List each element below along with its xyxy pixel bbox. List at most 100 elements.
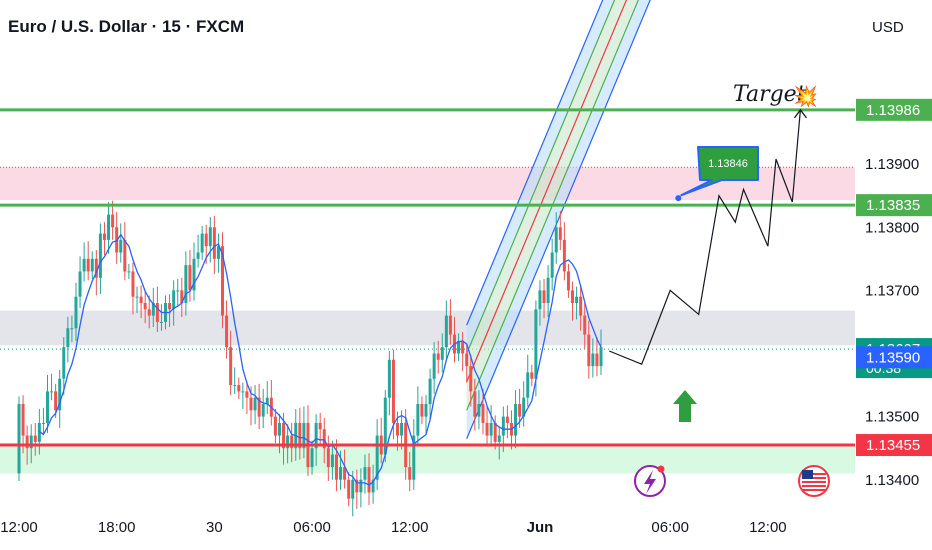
moving-average-layer [39,233,602,486]
projection-path [608,109,801,365]
candle-body [579,296,583,316]
candle-body [339,467,343,480]
candle-body [172,290,176,310]
candle-body [318,422,322,430]
candle-body [359,479,363,493]
target-label: Target [733,82,806,107]
time-axis[interactable]: 12:00 18:00 30 06:00 12:00 Jun 06:00 12:00 [0,519,786,536]
candle-body [436,353,440,360]
candle-body [98,233,102,278]
candle-body [298,422,302,449]
green-up-arrow [673,390,697,422]
candle-body [400,422,404,436]
candle-body [497,435,501,442]
candle-body [102,233,106,240]
candle-body [58,378,62,411]
candle-body [310,448,314,468]
candle-body [530,372,534,379]
candle-body [90,258,94,272]
candle-body [282,422,286,449]
candle-body [216,246,220,259]
candle-body [367,467,371,493]
candle-body [558,227,562,240]
time-tick-label: 18:00 [98,519,136,536]
candle-body [123,239,127,272]
candle-body [253,397,257,411]
candle-body [416,404,420,436]
levels-layer [0,108,855,447]
candle-body [440,347,444,360]
blue-price-tag-text: 1.13590 [866,349,920,366]
time-tick-label: 12:00 [391,519,429,536]
candle-body [518,404,522,417]
candle-body [420,404,424,417]
callout-box [680,146,759,197]
us-flag-stripe [802,477,826,479]
candle-body [501,416,505,436]
currency-label[interactable]: USD [872,19,904,36]
candle-body [351,479,355,499]
candle-body [208,227,212,247]
time-tick-label: 12:00 [0,519,38,536]
candle-body [257,397,261,417]
candle-body [562,239,566,272]
candle-body [180,290,184,303]
price-tick-label: 1.13900 [865,156,919,173]
candle-body [50,391,54,393]
candle-body [314,422,318,449]
candle-body [225,315,229,348]
level-price-tag-1-text: 1.13986 [866,102,920,119]
zone-mid [0,310,855,346]
candle-body [82,258,86,272]
candle-body [245,391,249,398]
projection-arrowhead [793,108,807,119]
candle-body [119,239,123,253]
candle-body [204,233,208,247]
price-tick-label: 1.13500 [865,409,919,426]
candle-body [599,347,603,367]
candle-body [241,391,245,393]
candle-body [233,385,237,387]
callout-anchor-dot [675,195,682,202]
candle-body [25,435,29,449]
candle-body [265,397,269,404]
candle-body [184,265,188,303]
chart-title: Euro / U.S. Dollar · 15 · FXCM [8,17,245,36]
candle-body [566,271,570,291]
candle-body [347,479,351,499]
us-flag-icon [798,465,830,497]
candle-body [196,252,200,259]
candle-body [261,404,265,417]
time-tick-label: 06:00 [651,519,689,536]
candle-body [424,404,428,417]
candle-body [212,227,216,259]
candle-body [432,353,436,379]
candle-body [249,397,253,411]
time-tick-label: 12:00 [749,519,787,536]
us-flag-stripe [802,489,826,491]
candle-body [131,271,135,297]
channel-bottom-line [466,0,651,439]
candle-body [571,290,575,303]
annotations-layer: 1.13846 Target💥 [634,82,830,497]
candle-body [70,328,74,330]
candle-body [155,303,159,322]
us-flag-canton [802,470,813,479]
candle-body [17,404,21,474]
candle-body [41,422,45,424]
candle-body [200,233,204,253]
candle-body [168,303,172,310]
us-flag-stripe [802,481,826,483]
candle-body [444,315,448,348]
price-tick-label: 1.13800 [865,219,919,236]
candle-body [143,303,147,310]
channel-upper-mid-line [466,0,616,354]
candle-body [355,479,359,493]
candle-body [505,416,509,423]
price-axis[interactable]: 1.134001.135001.136001.137001.138001.139… [855,0,932,550]
candle-body [29,435,33,449]
candle-body [412,435,416,480]
candle-body [326,448,330,468]
candle-body [526,372,530,398]
